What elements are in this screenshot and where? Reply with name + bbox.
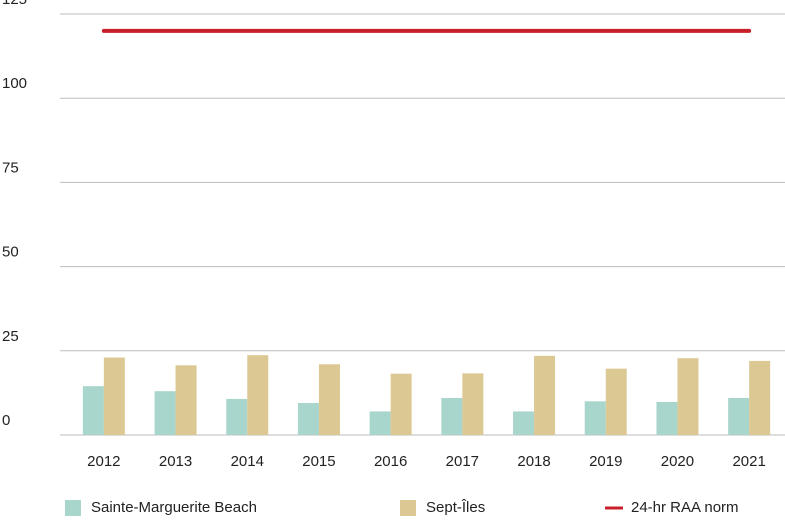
- bar: [297, 403, 319, 435]
- bar: [154, 391, 176, 435]
- y-tick-label: 50: [2, 244, 19, 261]
- x-tick-label: 2019: [589, 453, 622, 470]
- legend-label: 24-hr RAA norm: [631, 499, 739, 516]
- x-tick-label: 2021: [732, 453, 765, 470]
- bar: [462, 373, 484, 435]
- y-tick-label: 25: [2, 328, 19, 345]
- x-tick-label: 2012: [87, 453, 120, 470]
- bar: [584, 401, 606, 435]
- x-tick-label: 2014: [231, 453, 264, 470]
- bar: [82, 386, 104, 435]
- bar: [441, 397, 463, 435]
- legend-label: Sainte-Marguerite Beach: [91, 499, 257, 516]
- bar: [677, 358, 699, 435]
- bar: [247, 355, 269, 435]
- x-tick-label: 2015: [302, 453, 335, 470]
- legend-swatch: [65, 500, 81, 516]
- x-tick-label: 2018: [517, 453, 550, 470]
- x-tick-label: 2013: [159, 453, 192, 470]
- x-tick-label: 2020: [661, 453, 694, 470]
- bar: [749, 360, 771, 435]
- y-tick-label: 75: [2, 159, 19, 176]
- bar: [513, 411, 535, 435]
- bar: [103, 357, 125, 435]
- bar: [369, 411, 391, 435]
- bar: [390, 373, 412, 435]
- bar: [728, 397, 750, 435]
- legend-label: Sept-Îles: [426, 499, 485, 516]
- bar: [605, 368, 627, 435]
- y-tick-label: 0: [2, 412, 10, 429]
- y-tick-label: 100: [2, 75, 27, 92]
- y-tick-label: 125: [2, 0, 27, 8]
- bar: [175, 365, 197, 435]
- x-tick-label: 2017: [446, 453, 479, 470]
- bar: [318, 364, 340, 435]
- legend-swatch: [400, 500, 416, 516]
- x-tick-label: 2016: [374, 453, 407, 470]
- bar: [226, 398, 248, 435]
- bar: [534, 355, 556, 435]
- bar: [656, 401, 678, 435]
